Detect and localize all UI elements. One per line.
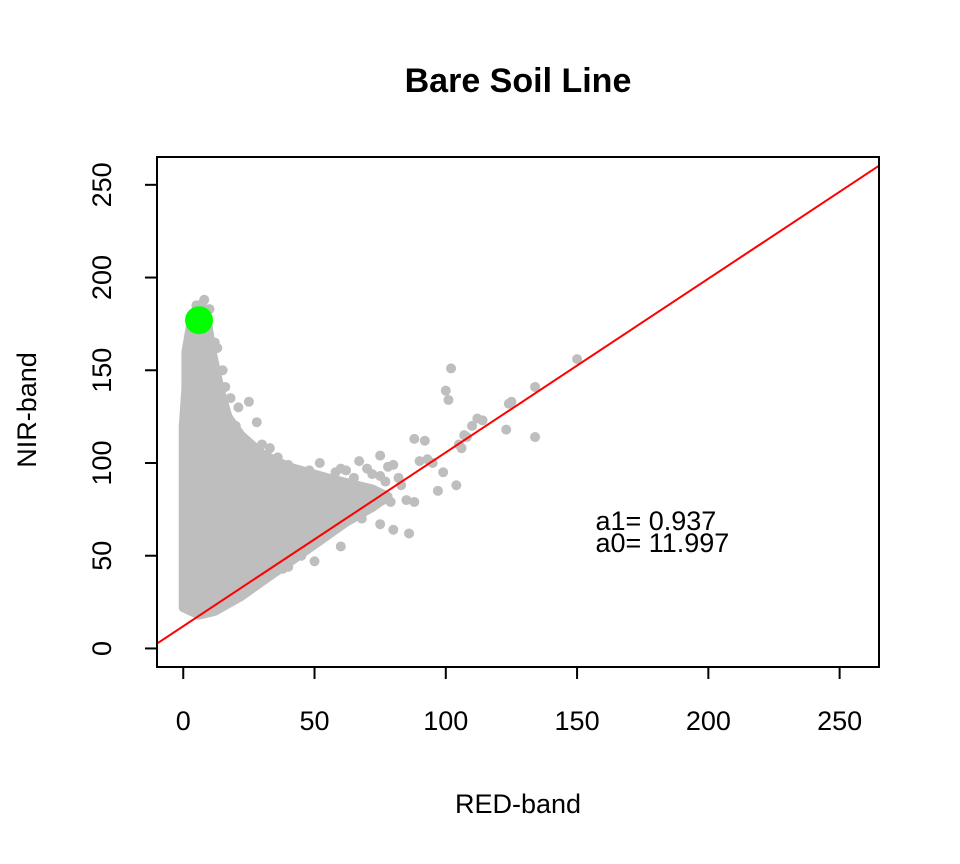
scatter-point	[233, 402, 244, 413]
scatter-point	[388, 459, 399, 470]
scatter-point	[477, 415, 488, 426]
highlight-layer	[185, 306, 214, 335]
scatter-point	[380, 476, 391, 487]
scatter-point	[467, 420, 478, 431]
scatter-point	[443, 394, 454, 405]
scatter-point	[440, 385, 451, 396]
scatter-point	[309, 556, 320, 567]
scatter-point	[278, 563, 289, 574]
y-tick-label: 150	[87, 348, 117, 393]
scatter-point	[367, 469, 378, 480]
scatter-point	[351, 485, 362, 496]
scatter-point	[446, 363, 457, 374]
scatter-point	[217, 365, 228, 376]
plot-frame	[156, 156, 880, 668]
scatter-point	[451, 480, 462, 491]
y-tick-label: 0	[87, 641, 117, 656]
scatter-point	[335, 541, 346, 552]
x-tick-label: 250	[817, 706, 862, 736]
scatter-point	[385, 496, 396, 507]
coefficient-annotation: a0= 11.997	[595, 528, 729, 558]
chart-title: Bare Soil Line	[405, 62, 632, 100]
y-tick-label: 250	[87, 162, 117, 207]
scatter-point	[506, 396, 517, 407]
scatter-point	[356, 513, 367, 524]
scatter-point	[401, 495, 412, 506]
scatter-point	[304, 465, 315, 476]
scatter-point	[456, 443, 467, 454]
scatter-point	[409, 496, 420, 507]
scatter-point	[272, 452, 283, 463]
scatter-point	[220, 381, 231, 392]
scatter-point	[388, 524, 399, 535]
scatter-point	[283, 459, 294, 470]
scatter-point	[212, 343, 223, 354]
scatter-point	[283, 535, 294, 546]
scatter-point	[414, 456, 425, 467]
scatter-point	[404, 528, 415, 539]
scatter-point	[225, 393, 236, 404]
scatter-point	[572, 354, 583, 365]
scatter-point	[322, 506, 333, 517]
y-axis-label: NIR-band	[12, 352, 42, 468]
x-tick-label: 100	[423, 706, 468, 736]
highlight-point	[185, 306, 214, 335]
scatter-point	[341, 504, 352, 515]
scatter-point	[296, 480, 307, 491]
scatter-point	[296, 550, 307, 561]
scatter-point	[438, 467, 449, 478]
scatter-point	[288, 487, 299, 498]
scatter-point	[501, 424, 512, 435]
regression-line-layer	[157, 164, 879, 645]
scatter-point	[243, 396, 254, 407]
x-tick-label: 0	[176, 706, 191, 736]
y-tick-label: 100	[87, 440, 117, 485]
x-tick-label: 50	[300, 706, 330, 736]
y-tick-label: 50	[87, 541, 117, 571]
scatter-point	[348, 472, 359, 483]
scatter-point	[251, 417, 262, 428]
scatter-point	[375, 450, 386, 461]
scatter-point	[257, 439, 268, 450]
scatter-point	[419, 435, 430, 446]
y-axis: 0 50 100 150 200 250	[87, 162, 158, 656]
scatter-point	[530, 432, 541, 443]
scatter-point	[309, 500, 320, 511]
scatter-point	[199, 294, 210, 305]
scatter-point	[362, 485, 373, 496]
scatter-point	[375, 519, 386, 530]
scatter-point	[341, 465, 352, 476]
scatter-point	[530, 381, 541, 392]
x-axis-label: RED-band	[455, 789, 581, 819]
coefficient-annotation: a1= 0.937	[595, 506, 716, 536]
x-axis: 0 50 100 150 200 250	[176, 666, 862, 736]
scatter-point	[230, 420, 241, 431]
scatter-point	[432, 485, 443, 496]
scatter-point	[264, 443, 275, 454]
scatter-point	[409, 433, 420, 444]
scatter-point	[377, 495, 388, 506]
scatter-point	[343, 489, 354, 500]
y-tick-label: 200	[87, 255, 117, 300]
scatter-point	[354, 456, 365, 467]
scatter-point	[296, 498, 307, 509]
x-tick-label: 150	[555, 706, 600, 736]
scatter-point	[330, 511, 341, 522]
scatter-point	[314, 458, 325, 468]
scatter-point	[327, 483, 338, 494]
regression-line	[157, 164, 879, 645]
scatter-point	[217, 600, 228, 611]
x-tick-label: 200	[686, 706, 731, 736]
